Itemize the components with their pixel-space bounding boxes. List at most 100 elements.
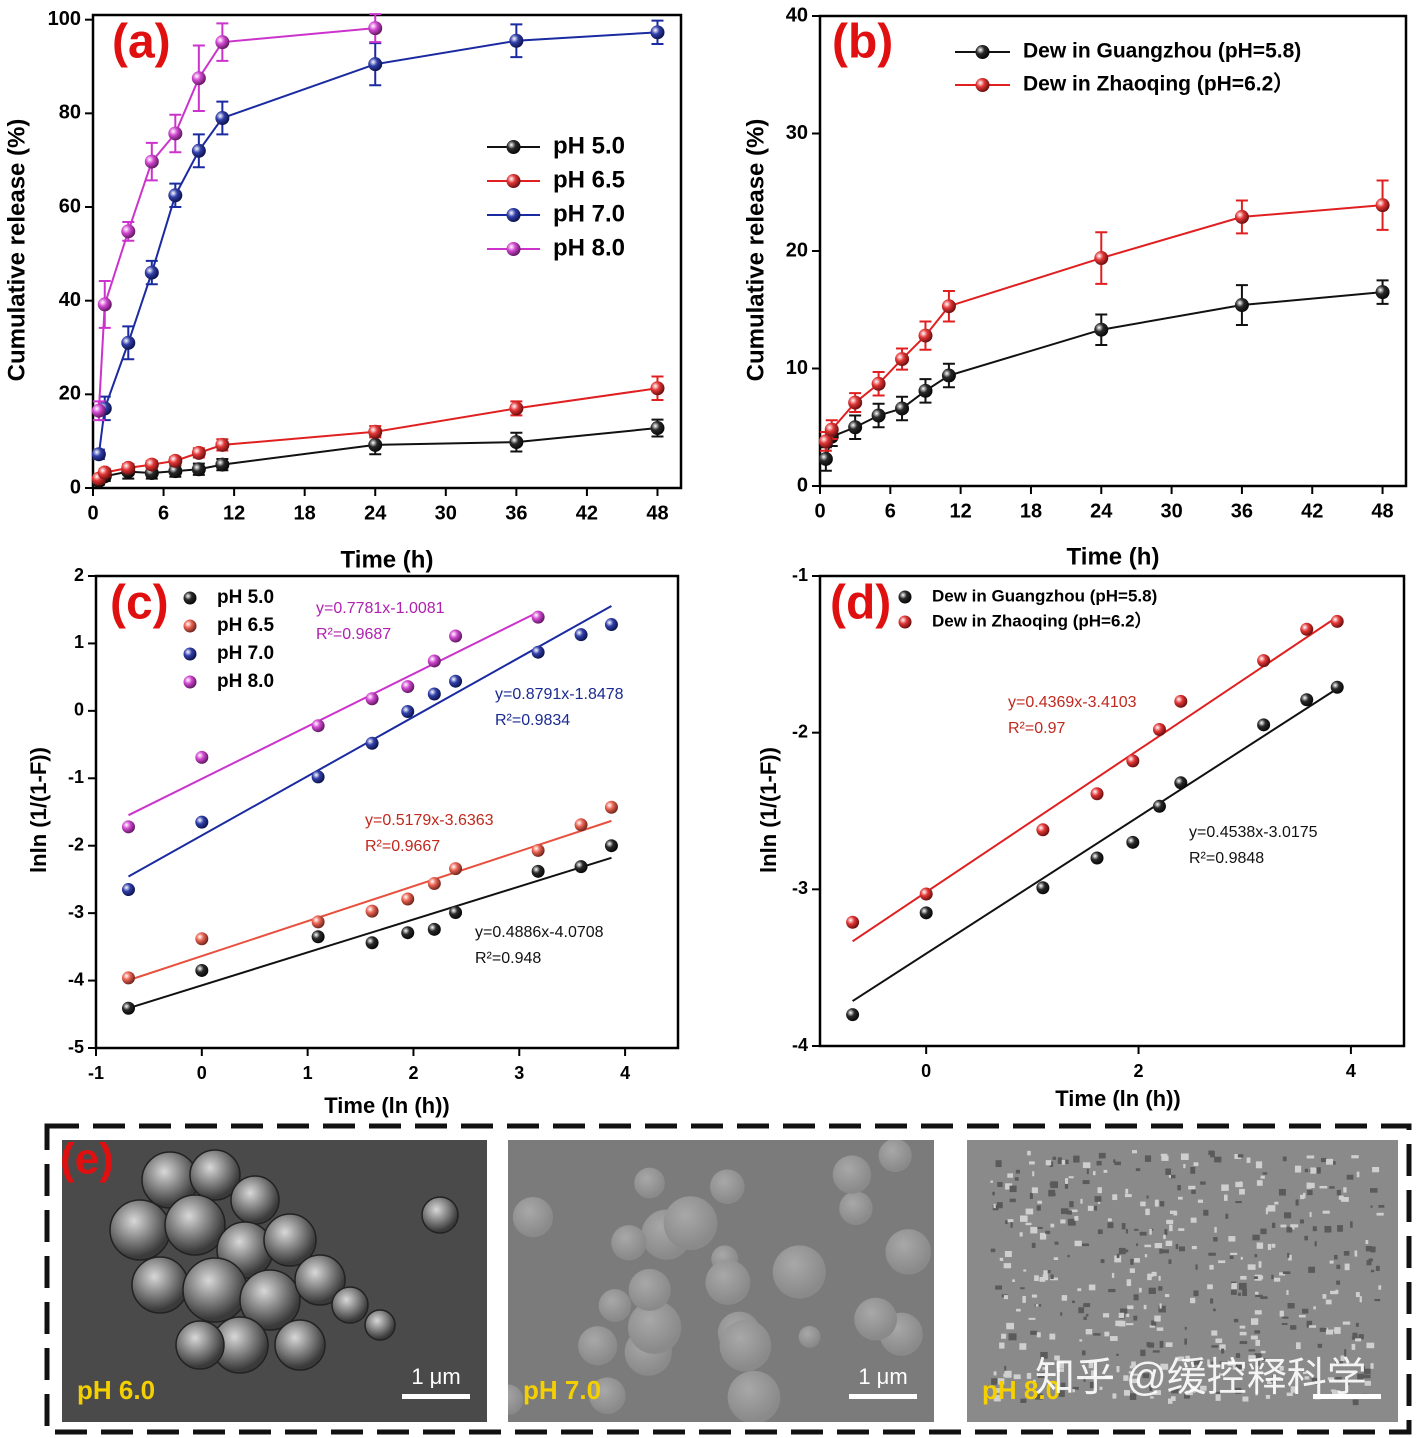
sem-speck <box>1280 1224 1287 1228</box>
sem-speck <box>1271 1274 1274 1280</box>
sem-speck <box>1030 1226 1038 1234</box>
sem-speck <box>1309 1212 1312 1218</box>
x-tick-label: 0 <box>87 502 98 524</box>
sem-speck <box>1341 1197 1349 1202</box>
sem-speck <box>1025 1208 1034 1215</box>
sem-speck <box>1366 1342 1375 1349</box>
data-point <box>195 932 209 946</box>
x-tick-label: 48 <box>1371 500 1393 522</box>
legend-marker <box>183 675 197 689</box>
sem-speck <box>1118 1247 1126 1255</box>
sem-speck <box>1006 1322 1014 1330</box>
x-tick-label: 3 <box>514 1063 524 1083</box>
sem-speck <box>1346 1174 1354 1180</box>
sem-particle <box>705 1259 751 1305</box>
sem-speck <box>1104 1331 1110 1337</box>
sem-speck <box>1165 1240 1173 1246</box>
sem-speck <box>990 1248 996 1253</box>
sem-speck <box>1159 1340 1164 1348</box>
data-point <box>195 815 209 829</box>
sem-speck <box>1156 1327 1164 1331</box>
sem-particle <box>421 1196 459 1234</box>
sem-particle <box>331 1286 369 1324</box>
sem-speck <box>1260 1350 1266 1354</box>
data-point <box>1300 622 1314 636</box>
y-tick-label: -5 <box>68 1037 84 1057</box>
x-axis-label: Time (ln (h)) <box>1055 1086 1180 1111</box>
data-point <box>919 887 933 901</box>
sem-speck <box>1131 1378 1140 1384</box>
sem-speck <box>1135 1168 1141 1172</box>
legend-label: Dew in Zhaoqing (pH=6.2） <box>1023 72 1294 96</box>
sem-speck <box>1083 1303 1091 1308</box>
data-point <box>91 447 106 462</box>
sem-speck <box>1110 1336 1118 1341</box>
sem-speck <box>1300 1194 1305 1200</box>
sem-speck <box>1271 1222 1276 1229</box>
sem-speck <box>1151 1320 1157 1326</box>
data-point <box>1090 851 1104 865</box>
sem-speck <box>1242 1396 1249 1402</box>
sem-speck <box>1071 1300 1075 1304</box>
sem-speck <box>1129 1365 1134 1369</box>
sem-speck <box>1077 1288 1082 1292</box>
fit-r2: R²=0.9667 <box>365 838 440 855</box>
y-tick-label: 80 <box>59 102 81 124</box>
data-point <box>650 421 665 436</box>
sem-speck <box>1214 1226 1217 1233</box>
sem-speck <box>1056 1369 1064 1372</box>
sem-speck <box>1376 1212 1384 1216</box>
sem-speck <box>1060 1208 1069 1215</box>
sem-speck <box>1333 1329 1339 1332</box>
legend-marker <box>183 647 197 661</box>
data-point <box>1036 881 1050 895</box>
sem-image <box>967 1140 1398 1422</box>
sem-speck <box>1135 1243 1139 1246</box>
sem-speck <box>1060 1219 1066 1224</box>
data-point <box>1257 718 1271 732</box>
sem-speck <box>1096 1160 1102 1166</box>
sem-speck <box>1142 1373 1150 1379</box>
sem-speck <box>1054 1355 1060 1361</box>
data-point <box>427 922 441 936</box>
sem-speck <box>1019 1343 1027 1350</box>
x-tick-label: 12 <box>950 500 972 522</box>
sem-speck <box>1082 1180 1090 1185</box>
sem-speck <box>1020 1287 1025 1290</box>
sem-speck <box>1254 1254 1258 1258</box>
sem-speck <box>1078 1307 1085 1314</box>
sem-speck <box>1065 1178 1068 1184</box>
sem-particle <box>727 1370 781 1422</box>
y-axis-label: lnln (1/(1-F)) <box>756 747 781 873</box>
sem-speck <box>1358 1334 1364 1340</box>
sem-speck <box>1159 1303 1162 1309</box>
x-tick-label: 42 <box>1301 500 1323 522</box>
sem-speck <box>1233 1318 1239 1323</box>
sem-speck <box>1237 1292 1241 1296</box>
sem-speck <box>1208 1252 1216 1256</box>
data-point <box>121 460 136 475</box>
sem-speck <box>1311 1377 1319 1385</box>
sem-speck <box>1074 1215 1079 1221</box>
data-point <box>604 618 618 632</box>
sem-speck <box>1067 1218 1076 1226</box>
sem-speck <box>1265 1207 1268 1215</box>
chart-panel: 0 2 4 -4 -3 -2 -1 Time (ln (h)) lnln (1/(1-F)) (d… <box>756 565 1406 1111</box>
sem-speck <box>1107 1222 1114 1229</box>
sem-speck <box>1363 1368 1371 1374</box>
sem-speck <box>1148 1287 1156 1294</box>
data-point <box>311 719 325 733</box>
sem-particle <box>189 1149 241 1201</box>
sem-speck <box>1207 1284 1213 1290</box>
sem-speck <box>1140 1349 1146 1357</box>
y-tick-label: -4 <box>68 969 84 989</box>
sem-speck <box>1108 1288 1116 1293</box>
data-point <box>1330 680 1344 694</box>
panel-label: (c) <box>110 577 169 630</box>
data-point <box>574 628 588 642</box>
sem-speck <box>1197 1199 1204 1203</box>
sem-speck <box>1211 1330 1218 1336</box>
x-tick-label: 18 <box>294 502 316 524</box>
y-tick-label: -3 <box>792 878 808 898</box>
sem-speck <box>1308 1325 1317 1328</box>
